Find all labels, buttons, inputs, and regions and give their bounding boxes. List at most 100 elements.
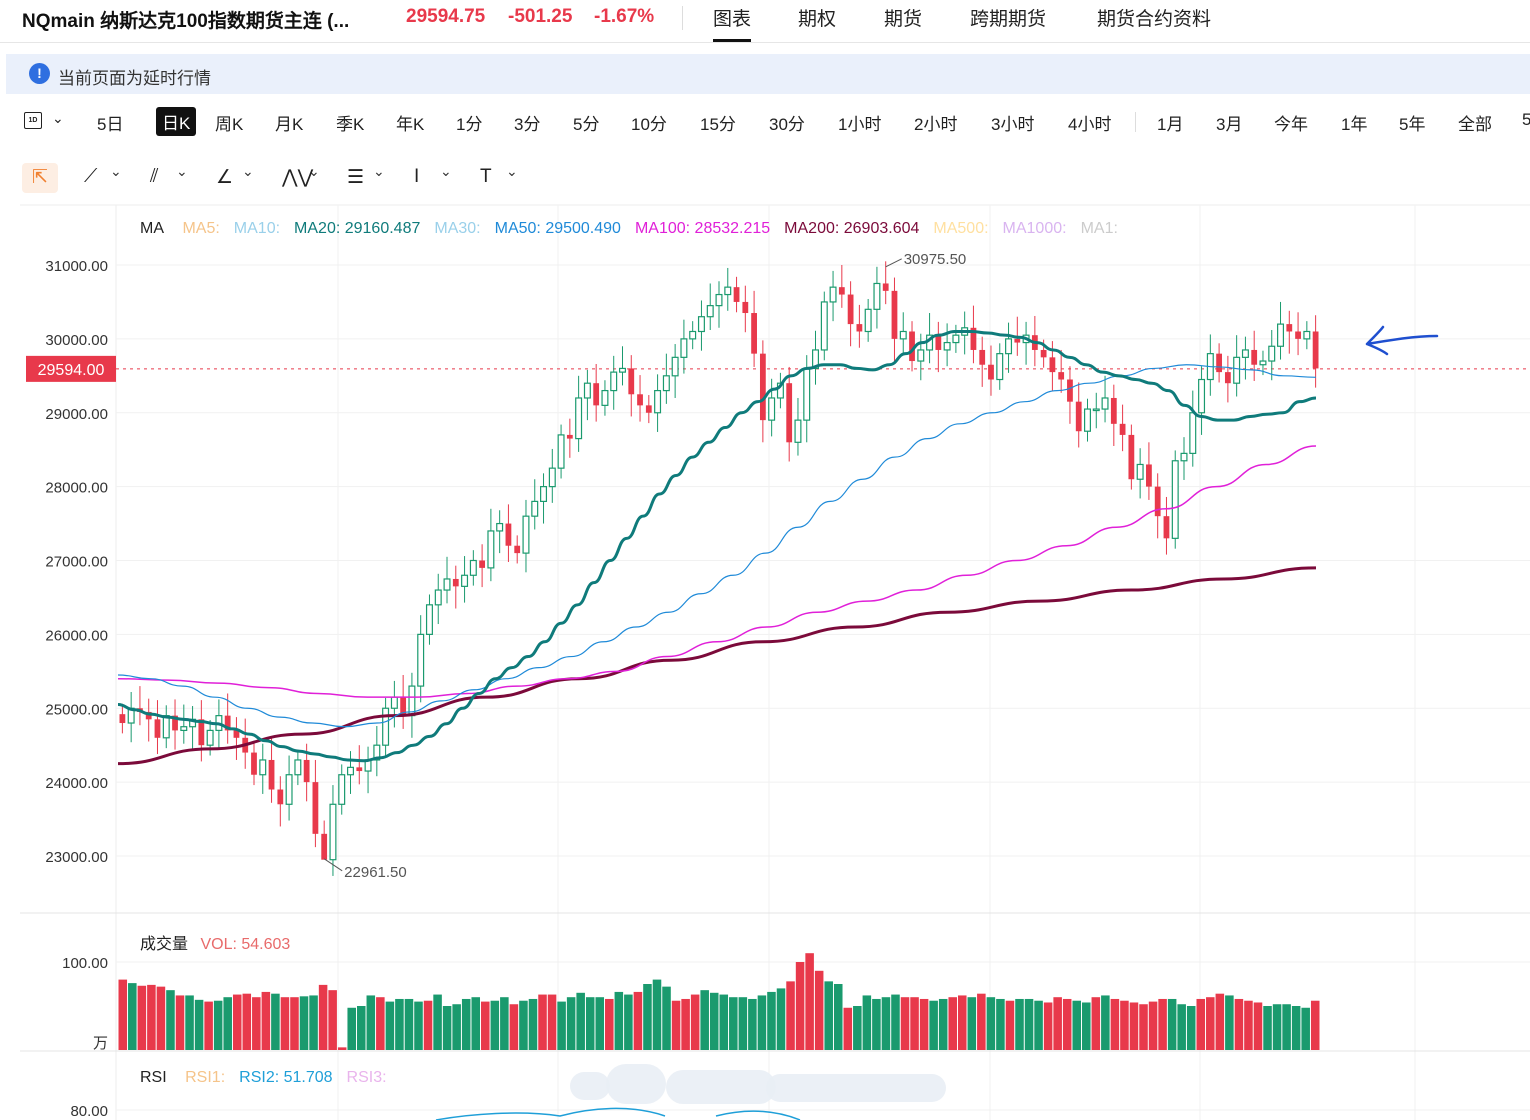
period-17[interactable]: 3月 bbox=[1216, 115, 1243, 134]
candle bbox=[145, 698, 152, 742]
volume-bar bbox=[137, 985, 147, 1050]
candle bbox=[206, 720, 214, 756]
candle bbox=[452, 565, 459, 609]
period-21[interactable]: 全部 bbox=[1458, 115, 1492, 134]
tool-text[interactable]: T ⌄ bbox=[474, 163, 528, 193]
candle-body bbox=[1014, 338, 1021, 343]
tool-line[interactable]: ⟋ ⌄ bbox=[78, 163, 132, 193]
candle-body bbox=[751, 313, 757, 354]
candle bbox=[321, 820, 328, 860]
candle bbox=[215, 699, 223, 750]
tool-text-list[interactable]: ☰ ⌄ bbox=[341, 163, 395, 193]
tab-chart[interactable]: 图表 bbox=[713, 4, 752, 42]
candle bbox=[1295, 312, 1301, 356]
period-12[interactable]: 1小时 bbox=[838, 115, 882, 134]
price-tick-label: 28000.00 bbox=[45, 480, 108, 497]
candle bbox=[680, 319, 688, 374]
period-2[interactable]: 周K bbox=[215, 115, 244, 134]
candle bbox=[1251, 330, 1258, 381]
candle-body bbox=[479, 560, 486, 568]
period-14[interactable]: 3小时 bbox=[991, 115, 1035, 134]
tool-angle[interactable]: ∠ ⌄ bbox=[210, 163, 264, 193]
period-18[interactable]: 今年 bbox=[1274, 115, 1308, 134]
tool-cursor[interactable]: ⇱ bbox=[22, 163, 58, 193]
info-icon: ! bbox=[29, 63, 50, 84]
candle bbox=[970, 305, 977, 364]
period-8[interactable]: 5分 bbox=[573, 115, 600, 134]
candle-body bbox=[1049, 357, 1056, 373]
candle-body bbox=[373, 744, 381, 761]
volume-bar bbox=[328, 990, 337, 1050]
candle bbox=[996, 343, 1004, 390]
candle bbox=[1040, 339, 1047, 368]
candle bbox=[1075, 382, 1082, 448]
period-0[interactable]: 5日 bbox=[97, 115, 124, 134]
candle bbox=[1277, 301, 1285, 360]
tab-options[interactable]: 期权 bbox=[798, 9, 837, 30]
candle bbox=[303, 743, 310, 802]
period-5[interactable]: 年K bbox=[396, 115, 425, 134]
volume-bar bbox=[1158, 998, 1167, 1050]
candle-body bbox=[1092, 408, 1100, 412]
candle bbox=[329, 785, 337, 876]
period-16[interactable]: 1月 bbox=[1157, 115, 1184, 134]
candle-body bbox=[251, 752, 257, 775]
candle-body bbox=[364, 759, 372, 772]
period-15[interactable]: 4小时 bbox=[1068, 115, 1112, 134]
period-11[interactable]: 30分 bbox=[769, 115, 805, 134]
volume-bar bbox=[414, 1001, 423, 1050]
candle-body bbox=[943, 341, 951, 351]
volume-bar bbox=[1082, 1002, 1091, 1050]
candle bbox=[390, 680, 398, 728]
chevron-down-icon: ⌄ bbox=[242, 163, 254, 179]
candle bbox=[724, 267, 732, 311]
volume-bar bbox=[1005, 1000, 1015, 1050]
candle-body bbox=[820, 301, 828, 351]
candle-body bbox=[127, 707, 135, 724]
volume-bar bbox=[910, 997, 919, 1050]
candle bbox=[864, 298, 872, 342]
tab-calendar-spread[interactable]: 跨期期货 bbox=[970, 9, 1047, 30]
candle-body bbox=[689, 330, 697, 340]
candle bbox=[768, 378, 776, 437]
candle bbox=[645, 395, 652, 424]
tool-wave[interactable]: ⋀⋁ ⌄ bbox=[276, 163, 330, 193]
candle-body bbox=[637, 394, 643, 406]
tool-text-cursor[interactable]: I ⌄ bbox=[408, 163, 462, 193]
candle-body bbox=[618, 367, 626, 373]
volume-bar bbox=[795, 962, 805, 1050]
candle bbox=[347, 751, 354, 794]
angle-icon: ∠ bbox=[216, 167, 234, 188]
ma-legend-label: MA bbox=[140, 220, 164, 237]
period-7[interactable]: 3分 bbox=[514, 115, 541, 134]
volume-unit-label: 万 bbox=[93, 1035, 108, 1052]
period-3[interactable]: 月K bbox=[275, 115, 304, 134]
tab-futures[interactable]: 期货 bbox=[884, 9, 923, 30]
chart-type-button[interactable]: 1D ⌄ bbox=[24, 110, 68, 132]
tab-contract-info[interactable]: 期货合约资料 bbox=[1097, 9, 1212, 30]
ma-legend-item: MA20: 29160.487 bbox=[294, 220, 421, 237]
period-20[interactable]: 5年 bbox=[1399, 115, 1426, 134]
period-1[interactable]: 日K bbox=[156, 107, 197, 136]
period-6[interactable]: 1分 bbox=[456, 115, 483, 134]
volume-bar bbox=[1015, 998, 1024, 1050]
candle-body bbox=[259, 759, 267, 776]
candle bbox=[1067, 366, 1073, 424]
candle bbox=[1198, 366, 1206, 435]
volume-bar bbox=[156, 986, 166, 1050]
volume-bar bbox=[576, 992, 585, 1050]
volume-bar bbox=[709, 992, 719, 1050]
period-13[interactable]: 2小时 bbox=[914, 115, 958, 134]
volume-bar bbox=[347, 1007, 356, 1050]
candle-body bbox=[662, 375, 670, 392]
period-22[interactable]: 5 bbox=[1522, 110, 1530, 129]
tool-node[interactable]: ⫽ ⌄ bbox=[144, 163, 198, 193]
volume-bar bbox=[385, 1001, 395, 1050]
period-4[interactable]: 季K bbox=[336, 115, 365, 134]
period-9[interactable]: 10分 bbox=[631, 115, 667, 134]
period-19[interactable]: 1年 bbox=[1341, 115, 1368, 134]
period-10[interactable]: 15分 bbox=[700, 115, 736, 134]
candle-body bbox=[1075, 401, 1082, 432]
candle bbox=[137, 686, 143, 726]
candle-body bbox=[1031, 335, 1038, 350]
